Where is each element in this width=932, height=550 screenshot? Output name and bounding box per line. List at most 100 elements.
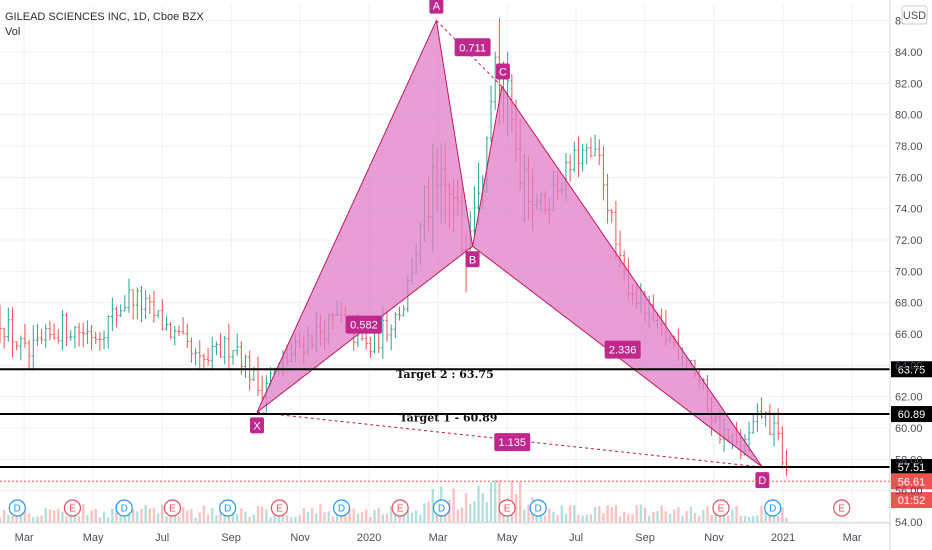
level-badge xyxy=(891,459,932,476)
event-letter: D xyxy=(224,504,231,515)
volume-bar xyxy=(502,511,505,522)
y-tick-label: 84.00 xyxy=(895,47,923,59)
volume-bar xyxy=(598,505,601,522)
volume-bar xyxy=(194,517,197,522)
volume-bar xyxy=(618,516,622,522)
volume-bar xyxy=(377,507,380,522)
earnings-marker[interactable] xyxy=(833,499,851,517)
ratio-badge[interactable] xyxy=(345,315,382,334)
volume-bar xyxy=(202,505,206,522)
volume-bar xyxy=(285,514,289,522)
ratio-label: 1.135 xyxy=(499,437,527,449)
volume-bar xyxy=(131,508,135,522)
volume-bar xyxy=(90,510,93,522)
volume-bar xyxy=(643,507,647,522)
earnings-marker[interactable] xyxy=(163,499,182,517)
ratio-badge[interactable] xyxy=(454,38,491,57)
dividend-marker[interactable] xyxy=(8,499,26,517)
dividend-marker[interactable] xyxy=(332,499,351,517)
volume-bar xyxy=(768,511,772,522)
currency-button[interactable]: USD xyxy=(901,5,928,25)
volume-bar xyxy=(169,514,172,522)
dividend-marker[interactable] xyxy=(764,499,782,517)
volume-bar xyxy=(452,488,455,522)
point-label-c: C xyxy=(499,66,507,78)
volume-bar xyxy=(652,511,655,522)
volume-bar xyxy=(423,503,426,522)
point-badge-c[interactable] xyxy=(495,63,510,80)
volume-bar xyxy=(206,514,210,522)
volume-bar xyxy=(664,511,668,522)
ratio-badge[interactable] xyxy=(494,433,531,452)
volume-bar xyxy=(498,480,501,522)
volume-bar xyxy=(456,509,459,522)
x-tick-label: Jul xyxy=(155,532,169,544)
volume-bar xyxy=(256,506,260,522)
ratio-label: 2.336 xyxy=(609,345,637,357)
dividend-marker[interactable] xyxy=(219,499,237,517)
point-badge-d[interactable] xyxy=(755,472,770,489)
y-tick-label: 62.00 xyxy=(895,392,923,404)
volume-bar xyxy=(764,506,767,522)
volume-bar xyxy=(552,511,555,522)
x-tick-label: 2020 xyxy=(357,532,381,544)
volume-bar xyxy=(273,514,276,522)
target-label: Target 1 - 60.89 xyxy=(399,412,497,425)
volume-bar xyxy=(327,511,330,522)
volume-bar xyxy=(177,516,181,522)
point-badge-b[interactable] xyxy=(465,251,480,268)
dividend-marker[interactable] xyxy=(115,499,133,517)
volume-bar xyxy=(290,517,293,522)
price-badge xyxy=(891,473,932,490)
harmonic-pattern[interactable]: X A B C D 0.582 0.711 2.336 1.135 xyxy=(249,0,770,489)
pattern-xab[interactable] xyxy=(256,18,474,413)
volume-bar xyxy=(514,493,518,522)
volume-bar xyxy=(494,479,497,522)
y-tick-label: 68.00 xyxy=(895,298,923,310)
pattern-bcd[interactable] xyxy=(472,85,763,468)
volume-bar xyxy=(647,515,651,522)
volume-bar xyxy=(148,508,152,522)
volume-bar xyxy=(190,509,193,522)
chart-header: GILEAD SCIENCES INC, 1D, Cboe BZX Vol xyxy=(5,11,204,38)
volume-bar xyxy=(32,517,35,522)
y-tick-label: 78.00 xyxy=(895,141,923,153)
volume-bar xyxy=(335,513,339,522)
volume-bar xyxy=(518,481,522,522)
x-tick-label: Mar xyxy=(15,532,34,544)
volume-bar xyxy=(215,515,218,522)
volume-bar xyxy=(460,507,464,522)
volume-bar xyxy=(298,515,301,522)
volume-bar xyxy=(610,507,613,522)
point-badge-a[interactable] xyxy=(429,0,444,14)
earnings-marker[interactable] xyxy=(391,499,409,517)
volume-bar xyxy=(340,511,343,522)
volume-bar xyxy=(573,505,576,522)
event-letter: D xyxy=(14,504,21,515)
event-letter: E xyxy=(718,504,725,515)
volume-bar xyxy=(785,517,788,522)
y-tick-label: 74.00 xyxy=(895,204,923,216)
volume-bar xyxy=(681,516,684,522)
volume-bar xyxy=(731,509,734,522)
event-letter: D xyxy=(535,504,542,515)
earnings-marker[interactable] xyxy=(63,499,82,517)
dividend-marker[interactable] xyxy=(432,499,451,517)
ratio-badge[interactable] xyxy=(604,340,641,359)
earnings-marker[interactable] xyxy=(498,499,516,517)
y-tick-label: 80.00 xyxy=(895,110,923,122)
dividend-marker[interactable] xyxy=(529,499,547,517)
volume-bar xyxy=(714,507,717,522)
volume-bar xyxy=(86,515,89,522)
volume-bar xyxy=(319,504,322,522)
volume-bar xyxy=(165,516,168,522)
volume-bar xyxy=(631,514,634,522)
volume-bar xyxy=(685,511,688,522)
horizontal-lines[interactable]: 63.75 60.89 57.51 56.61 01:52 xyxy=(0,361,932,509)
earnings-marker[interactable] xyxy=(270,499,289,517)
volume-bar xyxy=(606,505,609,522)
point-badge-x[interactable] xyxy=(249,417,264,434)
earnings-marker[interactable] xyxy=(712,499,730,517)
